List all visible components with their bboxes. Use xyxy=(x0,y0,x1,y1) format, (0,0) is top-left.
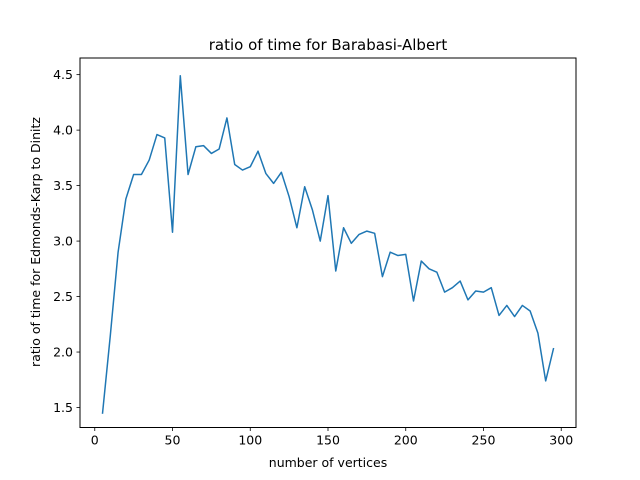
y-tick-label: 4.5 xyxy=(53,67,73,82)
x-tick-label: 50 xyxy=(165,433,181,448)
x-tick-label: 250 xyxy=(472,433,496,448)
y-tick-label: 2.0 xyxy=(53,345,73,360)
plot-area xyxy=(101,75,555,414)
x-tick-label: 150 xyxy=(316,433,340,448)
y-tick-label: 1.5 xyxy=(53,400,73,415)
x-axis: 0 50 100 150 200 250 300 xyxy=(91,427,573,448)
y-tick-label: 3.5 xyxy=(53,178,73,193)
y-tick-label: 2.5 xyxy=(53,289,73,304)
y-axis-label: ratio of time for Edmonds-Karp to Dinitz xyxy=(28,117,43,367)
y-tick-label: 3.0 xyxy=(53,234,73,249)
x-axis-label: number of vertices xyxy=(269,455,387,470)
x-tick-label: 100 xyxy=(238,433,262,448)
x-tick-label: 200 xyxy=(394,433,418,448)
y-axis: 1.5 2.0 2.5 3.0 3.5 4.0 4.5 xyxy=(53,67,80,415)
series-line xyxy=(101,75,555,414)
x-tick-label: 0 xyxy=(91,433,99,448)
chart-title: ratio of time for Barabasi-Albert xyxy=(209,36,448,54)
y-tick-label: 4.0 xyxy=(53,123,73,138)
x-tick-label: 300 xyxy=(549,433,573,448)
